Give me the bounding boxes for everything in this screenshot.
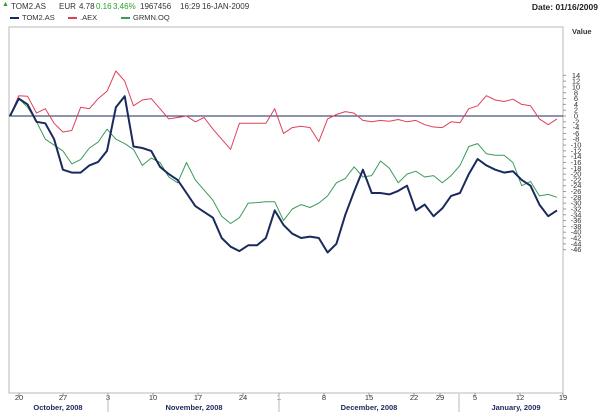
plot-frame	[8, 26, 564, 394]
series-line-aex	[9, 70, 558, 150]
y-tick-label: -10	[571, 141, 582, 150]
y-tick-label: -8	[573, 135, 580, 144]
y-tick-label: -34	[571, 210, 582, 219]
legend-item-grmn: GRMN.OQ	[121, 13, 170, 22]
y-tick-label: -24	[571, 181, 582, 190]
x-tick-label: 17	[194, 393, 202, 402]
legend-label-tom2: TOM2.AS	[22, 13, 55, 22]
x-tick-label: 10	[149, 393, 157, 402]
series-line-tom2	[9, 95, 558, 254]
header-change: 0.16	[96, 2, 112, 11]
y-tick-label: -44	[571, 239, 582, 248]
x-tick-label: 22	[410, 393, 418, 402]
x-tick-label: 27	[59, 393, 67, 402]
month-axis: October, 2008 November, 2008 December, 200…	[33, 394, 541, 412]
header-symbol: TOM2.AS	[11, 2, 46, 11]
month-label: October, 2008	[33, 403, 82, 412]
legend-item-aex: .AEX	[68, 13, 97, 22]
y-tick-label: 0	[574, 112, 578, 121]
header-change-pct: 3.46%	[113, 2, 136, 11]
y-tick-label: -38	[571, 222, 582, 231]
x-tick-label: 24	[239, 393, 247, 402]
y-tick-label: 8	[574, 88, 578, 97]
quote-header: ▲ TOM2.AS EUR 4.78 0.16 3.46% 1967456 16…	[0, 0, 600, 14]
header-price: 4.78	[79, 2, 95, 11]
x-tick-label: 8	[322, 393, 326, 402]
header-volume: 1967456	[140, 2, 172, 11]
y-tick-label: 4	[574, 100, 578, 109]
legend-label-grmn: GRMN.OQ	[133, 13, 170, 22]
y-axis: 14121086420-2-4-6-8-10-12-14-16-18-20-22…	[563, 71, 581, 254]
month-label: January, 2009	[491, 403, 540, 412]
legend-label-aex: .AEX	[80, 13, 98, 22]
y-tick-label: -28	[571, 193, 582, 202]
month-label: December, 2008	[341, 403, 398, 412]
y-tick-label: 14	[572, 71, 580, 80]
legend-swatch-aex	[68, 17, 77, 20]
header-time: 16:29	[180, 2, 201, 11]
y-tick-label: -26	[571, 187, 582, 196]
y-tick-label: -14	[571, 152, 582, 161]
y-tick-label: -12	[571, 146, 582, 155]
x-tick-label: 12	[516, 393, 524, 402]
header-date: 16-JAN-2009	[202, 2, 250, 11]
y-tick-label: -22	[571, 175, 582, 184]
x-tick-label: 15	[365, 393, 373, 402]
x-tick-label: 29	[436, 393, 444, 402]
y-tick-label: -30	[571, 199, 582, 208]
header-right-date: Date: 01/16/2009	[531, 2, 598, 12]
y-tick-label: -4	[573, 123, 580, 132]
y-tick-label: -32	[571, 204, 582, 213]
y-tick-label: 12	[572, 77, 580, 86]
y-tick-label: -36	[571, 216, 582, 225]
header-currency: EUR	[59, 2, 76, 11]
y-tick-label: -6	[573, 129, 580, 138]
x-tick-label: 19	[559, 393, 567, 402]
y-tick-label: -16	[571, 158, 582, 167]
y-tick-label: -42	[571, 234, 582, 243]
legend-swatch-grmn	[121, 17, 130, 20]
y-tick-label: 2	[574, 106, 578, 115]
y-tick-label: 6	[574, 94, 578, 103]
y-tick-label: -18	[571, 164, 582, 173]
x-tick-label: 20	[15, 393, 23, 402]
y-tick-label: -46	[571, 245, 582, 254]
y-tick-label: 10	[572, 82, 580, 91]
y-tick-label: -20	[571, 170, 582, 179]
legend-swatch-tom2	[10, 17, 19, 20]
y-tick-label: -2	[573, 117, 580, 126]
x-axis: 202731017241815222951219	[15, 393, 567, 402]
x-tick-label: 5	[473, 393, 477, 402]
series-line-grmn	[9, 98, 558, 224]
legend-item-tom2: TOM2.AS	[10, 13, 55, 22]
month-label: November, 2008	[165, 403, 222, 412]
series-group	[9, 70, 558, 254]
up-arrow-icon: ▲	[2, 1, 9, 8]
y-tick-label: -40	[571, 228, 582, 237]
y-axis-label: Value	[572, 27, 592, 36]
